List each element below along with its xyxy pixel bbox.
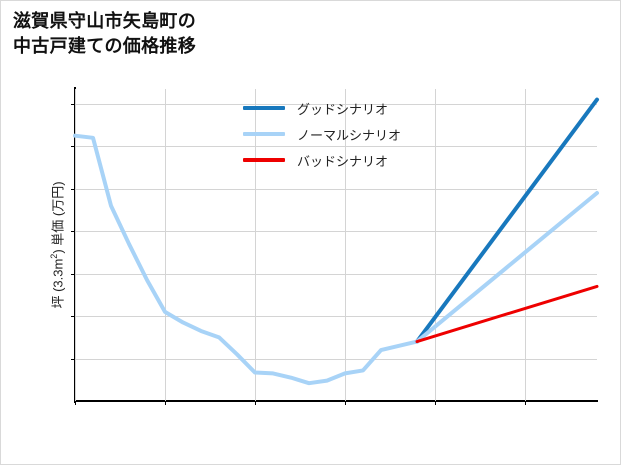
x-tick-mark bbox=[165, 401, 166, 405]
series-line-normal bbox=[73, 133, 419, 386]
gridline-horizontal bbox=[75, 358, 597, 360]
y-axis-label-prefix: 坪 (3.3m bbox=[50, 258, 66, 309]
gridline-vertical bbox=[165, 89, 166, 401]
legend-label: バッドシナリオ bbox=[297, 153, 389, 169]
legend-swatch-icon bbox=[243, 132, 285, 136]
y-tick-mark bbox=[71, 146, 75, 148]
gridline-vertical bbox=[435, 89, 436, 401]
legend-item[interactable]: ノーマルシナリオ bbox=[243, 121, 493, 147]
legend-label: ノーマルシナリオ bbox=[297, 127, 402, 143]
series-line-bad bbox=[415, 284, 599, 344]
chart-legend: グッドシナリオ ノーマルシナリオ バッドシナリオ bbox=[243, 95, 493, 173]
legend-swatch-icon bbox=[243, 106, 285, 110]
gridline-vertical bbox=[75, 89, 76, 401]
y-tick-mark bbox=[71, 103, 75, 105]
x-axis-spine bbox=[74, 400, 598, 402]
y-tick-mark bbox=[71, 273, 75, 275]
y-axis-label-suffix: ) 単価 (万円) bbox=[50, 181, 66, 254]
legend-swatch-icon bbox=[243, 158, 285, 162]
x-tick-mark bbox=[435, 401, 436, 405]
gridline-vertical bbox=[345, 89, 346, 401]
y-tick-mark bbox=[71, 358, 75, 360]
gridline-horizontal bbox=[75, 231, 597, 233]
gridline-vertical bbox=[255, 89, 256, 401]
y-tick-mark bbox=[71, 316, 75, 318]
series-line-good bbox=[415, 97, 599, 344]
x-tick-mark bbox=[525, 401, 526, 405]
series-line-normal_forecast bbox=[415, 191, 599, 344]
chart-title: 滋賀県守山市矢島町の 中古戸建ての価格推移 bbox=[13, 11, 196, 56]
y-axis-label: 坪 (3.3m2) 単価 (万円) bbox=[48, 181, 67, 308]
y-axis-label-superscript: 2 bbox=[49, 253, 60, 259]
gridline-horizontal bbox=[75, 273, 597, 275]
plot-area: 18192021222324 200520102015202020252030 … bbox=[49, 89, 599, 405]
gridline-horizontal bbox=[75, 103, 597, 105]
y-tick-mark bbox=[71, 231, 75, 233]
gridline-horizontal bbox=[75, 188, 597, 190]
series-lines bbox=[73, 97, 599, 386]
legend-label: グッドシナリオ bbox=[297, 101, 389, 117]
x-tick-mark bbox=[255, 401, 256, 405]
gridline-vertical bbox=[525, 89, 526, 401]
x-tick-mark bbox=[75, 401, 76, 405]
x-tick-mark bbox=[345, 401, 346, 405]
legend-item[interactable]: バッドシナリオ bbox=[243, 147, 493, 173]
y-tick-mark bbox=[71, 188, 75, 190]
gridline-horizontal bbox=[75, 146, 597, 148]
legend-item[interactable]: グッドシナリオ bbox=[243, 95, 493, 121]
gridline-horizontal bbox=[75, 316, 597, 318]
